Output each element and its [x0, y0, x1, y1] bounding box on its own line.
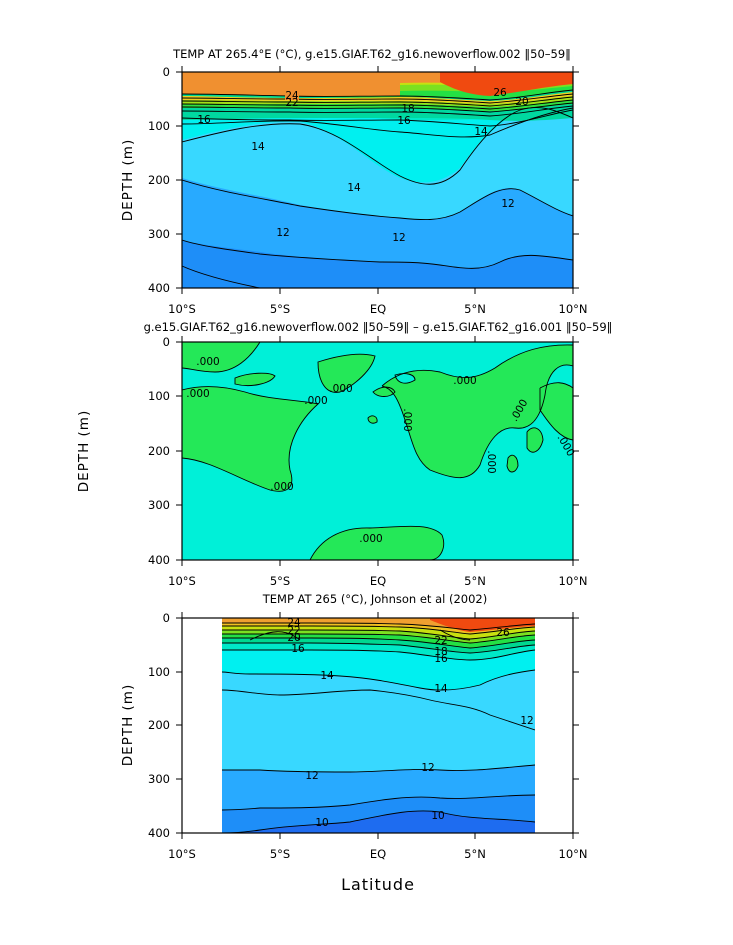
clabel-24: 24 [285, 90, 299, 102]
panel-2-yticks: 0 100 200 300 400 [148, 335, 170, 567]
panel-1-ticks [176, 66, 579, 294]
clabel-zero: .000 [453, 375, 476, 387]
xtick: 10°S [168, 847, 196, 861]
clabel-zero: .000 [329, 383, 352, 395]
panel-1-contours [182, 89, 573, 288]
clabel-22-right: 22 [434, 635, 447, 647]
ytick: 100 [148, 119, 170, 133]
xtick: EQ [370, 302, 386, 316]
panel-3-yticks: 0 100 200 300 400 [148, 611, 170, 840]
xtick: EQ [370, 574, 386, 588]
ytick: 300 [148, 227, 170, 241]
panel-difference: g.e15.GIAF.T62_g16.newoverflow.002 ‖50–5… [76, 320, 612, 588]
clabel-22: 22 [287, 625, 300, 637]
panel-3-contours [222, 622, 535, 833]
clabel-12-left: 12 [305, 770, 318, 782]
ytick: 400 [148, 281, 170, 295]
panel-2-xticks: 10°S 5°S EQ 5°N 10°N [168, 574, 587, 588]
x-axis-label: Latitude [341, 875, 415, 894]
xtick: 5°S [270, 574, 290, 588]
xtick: 5°N [464, 847, 486, 861]
clabel-16-mid: 16 [397, 115, 411, 127]
clabel-14-right: 14 [474, 126, 488, 138]
panel-2-contours [182, 342, 573, 560]
panel-1-xticks: 10°S 5°S EQ 5°N 10°N [168, 302, 587, 316]
xtick: 10°S [168, 574, 196, 588]
clabel-zero: .000 [359, 533, 382, 545]
clabel-zero: .000 [196, 356, 219, 368]
clabel-12-mid: 12 [421, 762, 434, 774]
clabel-zero: .000 [401, 408, 413, 431]
panel-2-ticks [176, 336, 579, 566]
panel-3-ylabel: DEPTH (m) [120, 684, 136, 766]
ytick: 300 [148, 498, 170, 512]
ytick: 0 [163, 611, 170, 625]
panel-3-title: TEMP AT 265 (°C), Johnson et al (2002) [262, 592, 487, 606]
panel-1-contour-labels: 24 16 16 14 14 14 12 12 12 26 22 18 20 [197, 87, 528, 244]
clabel-16-right: 16 [434, 653, 448, 665]
clabel-22: 22 [285, 97, 298, 109]
clabel-20: 20 [515, 96, 528, 108]
panel-3-contour-labels: 24 22 20 16 26 22 18 16 14 14 12 12 12 1… [287, 617, 533, 829]
ytick: 400 [148, 553, 170, 567]
ytick: 100 [148, 389, 170, 403]
ytick: 200 [148, 444, 170, 458]
clabel-zero: .000 [186, 388, 209, 400]
clabel-14-right: 14 [434, 683, 448, 695]
clabel-12-mid: 12 [392, 232, 405, 244]
panel-3-xticks: 10°S 5°S EQ 5°N 10°N [168, 847, 587, 861]
ytick: 300 [148, 772, 170, 786]
clabel-26: 26 [493, 87, 507, 99]
ytick: 0 [163, 65, 170, 79]
panel-2-fill [182, 342, 573, 560]
panel-1-ylabel: DEPTH (m) [120, 139, 136, 221]
clabel-20: 20 [287, 632, 300, 644]
ytick: 400 [148, 826, 170, 840]
xtick: 10°N [559, 847, 588, 861]
clabel-zero: .000 [485, 450, 497, 473]
ytick: 200 [148, 718, 170, 732]
xtick: 5°S [270, 302, 290, 316]
xtick: 5°S [270, 847, 290, 861]
clabel-26: 26 [496, 627, 510, 639]
panel-3-ticks [176, 612, 579, 839]
xtick: 10°S [168, 302, 196, 316]
clabel-10-right: 10 [431, 810, 444, 822]
clabel-12-left: 12 [276, 227, 289, 239]
clabel-16-left: 16 [197, 114, 211, 126]
clabel-zero: .000 [270, 481, 293, 493]
xtick: 5°N [464, 574, 486, 588]
ytick: 100 [148, 665, 170, 679]
ytick: 200 [148, 173, 170, 187]
panel-observed-temp: TEMP AT 265 (°C), Johnson et al (2002) [120, 592, 588, 861]
panel-2-contour-labels: .000 .000 .000 .000 .000 .000 .000 .000 … [186, 356, 576, 545]
clabel-16-left: 16 [291, 643, 305, 655]
clabel-10-left: 10 [315, 817, 328, 829]
xtick: 5°N [464, 302, 486, 316]
ytick: 0 [163, 335, 170, 349]
clabel-12-right-top: 12 [520, 715, 533, 727]
clabel-zero: .000 [304, 395, 327, 407]
clabel-14-left: 14 [320, 670, 334, 682]
panel-1-title: TEMP AT 265.4°E (°C), g.e15.GIAF.T62_g16… [172, 47, 571, 61]
clabel-12-right: 12 [501, 198, 514, 210]
clabel-14-mid: 14 [347, 182, 361, 194]
panel-1-yticks: 0 100 200 300 400 [148, 65, 170, 295]
panel-model-temp: TEMP AT 265.4°E (°C), g.e15.GIAF.T62_g16… [120, 47, 588, 316]
clabel-24: 24 [287, 617, 301, 629]
clabel-18-right: 18 [434, 646, 447, 658]
xtick: EQ [370, 847, 386, 861]
clabel-18: 18 [401, 103, 414, 115]
xtick: 10°N [559, 574, 588, 588]
xtick: 10°N [559, 302, 588, 316]
panel-2-title: g.e15.GIAF.T62_g16.newoverflow.002 ‖50–5… [144, 320, 613, 334]
clabel-14-left: 14 [251, 141, 265, 153]
panel-2-ylabel: DEPTH (m) [76, 410, 92, 492]
